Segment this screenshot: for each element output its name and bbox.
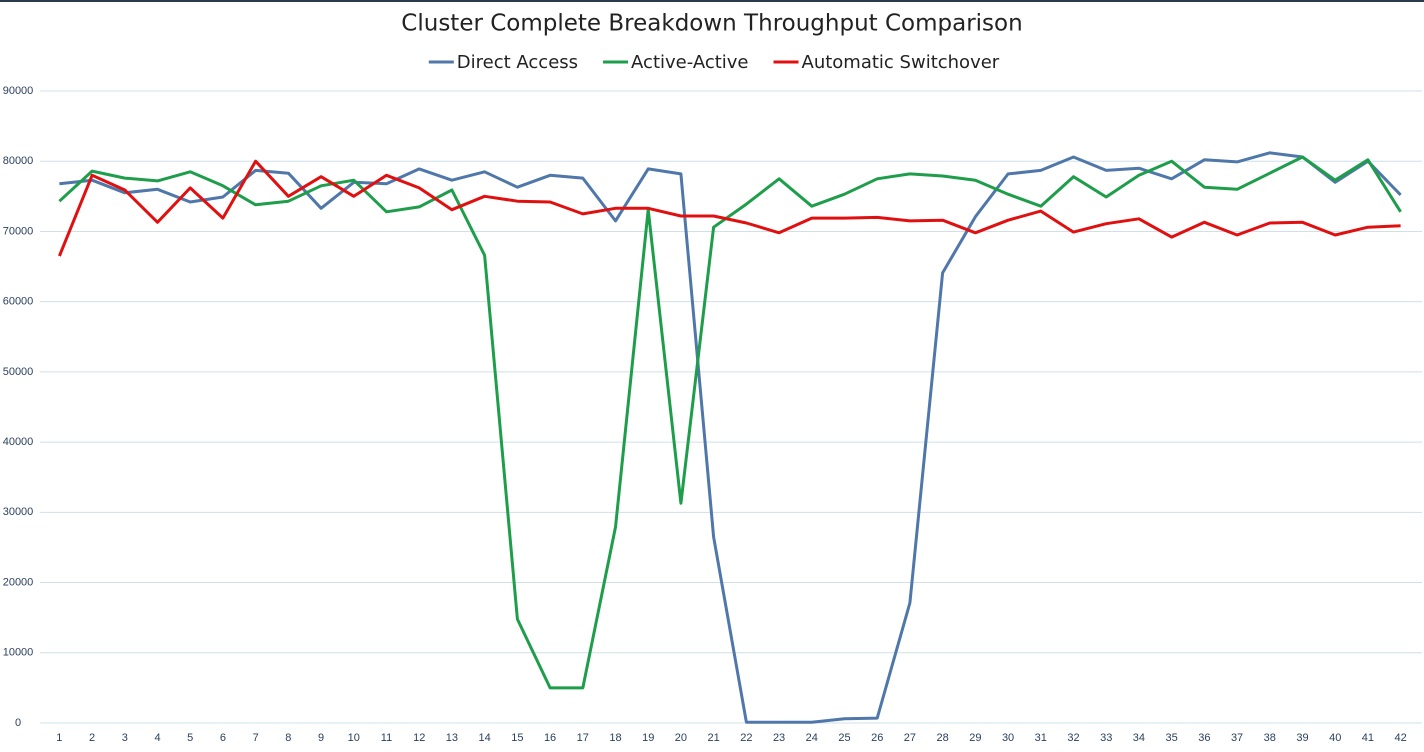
x-tick-label: 42 bbox=[1395, 732, 1407, 744]
x-tick-label: 37 bbox=[1231, 732, 1243, 744]
x-tick-label: 36 bbox=[1198, 732, 1210, 744]
x-tick-label: 31 bbox=[1035, 732, 1047, 744]
x-tick-label: 30 bbox=[1002, 732, 1014, 744]
y-tick-label: 20000 bbox=[3, 576, 34, 588]
x-tick-label: 6 bbox=[220, 732, 226, 744]
x-tick-label: 15 bbox=[511, 732, 523, 744]
y-tick-label: 30000 bbox=[3, 506, 34, 518]
x-tick-label: 13 bbox=[446, 732, 458, 744]
x-tick-label: 26 bbox=[871, 732, 883, 744]
x-tick-label: 39 bbox=[1296, 732, 1308, 744]
x-tick-label: 11 bbox=[381, 732, 392, 744]
x-tick-label: 10 bbox=[348, 732, 360, 744]
x-tick-label: 20 bbox=[675, 732, 687, 744]
y-tick-label: 40000 bbox=[3, 436, 34, 448]
x-tick-label: 8 bbox=[285, 732, 291, 744]
y-tick-label: 60000 bbox=[3, 296, 34, 308]
x-tick-label: 2 bbox=[89, 732, 95, 744]
series-line bbox=[58, 155, 1402, 690]
x-tick-label: 14 bbox=[479, 732, 491, 744]
x-tick-label: 12 bbox=[413, 732, 425, 744]
legend-label: Active-Active bbox=[631, 52, 748, 73]
x-tick-label: 4 bbox=[154, 732, 160, 744]
x-tick-label: 17 bbox=[577, 732, 589, 744]
y-tick-label: 90000 bbox=[3, 85, 34, 97]
x-tick-label: 27 bbox=[904, 732, 916, 744]
series-line bbox=[58, 159, 1401, 257]
x-tick-label: 32 bbox=[1067, 732, 1079, 744]
x-tick-label: 40 bbox=[1329, 732, 1341, 744]
y-tick-label: 50000 bbox=[3, 366, 34, 378]
x-tick-label: 25 bbox=[838, 732, 850, 744]
chart-title: Cluster Complete Breakdown Throughput Co… bbox=[401, 11, 1022, 37]
grid bbox=[40, 90, 1422, 724]
y-tick-label: 10000 bbox=[3, 647, 34, 659]
x-tick-label: 7 bbox=[253, 732, 259, 744]
y-tick-label: 70000 bbox=[3, 225, 34, 237]
x-tick-label: 34 bbox=[1133, 732, 1145, 744]
legend-label: Automatic Switchover bbox=[802, 52, 1000, 73]
legend-label: Direct Access bbox=[457, 52, 578, 73]
y-tick-label: 80000 bbox=[3, 155, 34, 167]
x-tick-label: 38 bbox=[1264, 732, 1276, 744]
legend: Direct Access Active-Active Automatic Swit… bbox=[428, 52, 1000, 73]
series-line bbox=[59, 151, 1402, 724]
x-tick-label: 28 bbox=[937, 732, 949, 744]
x-tick-label: 1 bbox=[56, 732, 62, 744]
x-tick-label: 24 bbox=[806, 732, 818, 744]
x-tick-label: 41 bbox=[1362, 732, 1374, 744]
x-tick-label: 33 bbox=[1100, 732, 1112, 744]
x-tick-label: 22 bbox=[740, 732, 752, 744]
x-tick-label: 16 bbox=[544, 732, 556, 744]
y-tick-label: 0 bbox=[15, 717, 21, 729]
x-tick-label: 3 bbox=[122, 732, 128, 744]
x-tick-label: 21 bbox=[708, 732, 720, 744]
x-tick-label: 19 bbox=[642, 732, 654, 744]
x-tick-label: 18 bbox=[609, 732, 621, 744]
x-tick-label: 5 bbox=[187, 732, 193, 744]
top-border bbox=[0, 0, 1424, 2]
x-tick-label: 9 bbox=[318, 732, 324, 744]
x-tick-label: 35 bbox=[1166, 732, 1178, 744]
x-tick-label: 29 bbox=[969, 732, 981, 744]
x-tick-label: 23 bbox=[773, 732, 785, 744]
